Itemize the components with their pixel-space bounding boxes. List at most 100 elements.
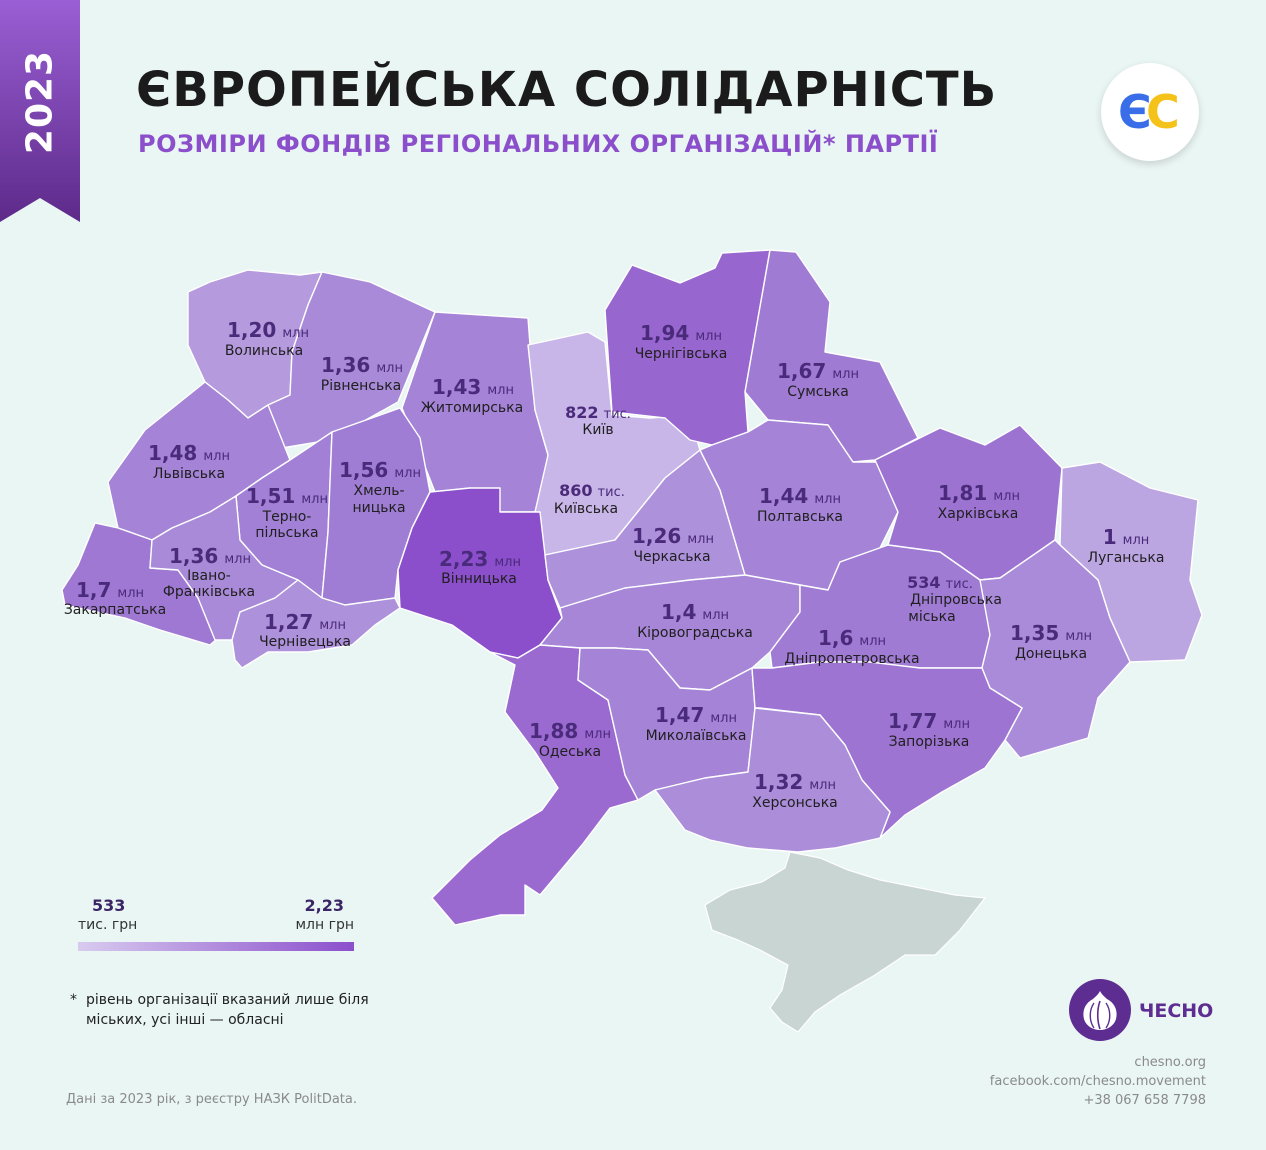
region-name-line2: пільська: [255, 525, 318, 541]
contacts: chesno.org facebook.com/chesno.movement …: [990, 1053, 1206, 1110]
region-name-line1: Івано-: [187, 568, 231, 584]
region-unit: млн: [282, 326, 309, 341]
svg-text:Херсонська: Херсонська: [752, 795, 838, 811]
region-label-vinnytska: 2,23 млн Вінницька: [439, 547, 521, 587]
region-name-line2: ницька: [352, 500, 405, 516]
brand-name: ЧЕСНО: [1139, 1000, 1214, 1022]
svg-text:Чернівецька: Чернівецька: [259, 634, 351, 650]
svg-text:Донецька: Донецька: [1015, 646, 1087, 662]
region-label-cherkaska: 1,26 млн Черкаська: [632, 524, 714, 565]
svg-text:Рівненська: Рівненська: [321, 378, 402, 394]
region-name-line1: Хмель-: [353, 483, 404, 499]
page-title: ЄВРОПЕЙСЬКА СОЛІДАРНІСТЬ: [136, 62, 998, 118]
region-label-khersonska: 1,32 млн Херсонська: [752, 770, 838, 811]
garlic-icon: [1069, 979, 1131, 1041]
svg-text:Миколаївська: Миколаївська: [646, 728, 747, 744]
region-label-zaporizka: 1,77 млн Запорізька: [888, 709, 970, 750]
svg-text:Закарпатська: Закарпатська: [64, 602, 166, 618]
region-shape-chernivetska: [231, 579, 401, 669]
region-label-sumska: 1,67 млн Сумська: [777, 359, 859, 400]
legend-min-unit: тис. грн: [78, 917, 138, 933]
region-label-odeska: 1,88 млн Одеська: [529, 719, 611, 760]
contact-site[interactable]: chesno.org: [1134, 1055, 1206, 1070]
region-label-lvivska: 1,48 млн Львівська: [148, 441, 230, 482]
party-logo: Є С: [1101, 63, 1199, 161]
region-crimea: [704, 851, 987, 1033]
region-label-zakarpatska: 1,7 млн Закарпатська: [64, 578, 166, 618]
svg-text:Черкаська: Черкаська: [633, 549, 710, 565]
svg-text:Полтавська: Полтавська: [757, 509, 843, 525]
footnote: * рівень організації вказаний лише біля …: [70, 990, 390, 1030]
svg-text:Київська: Київська: [554, 501, 618, 517]
region-label-kirovohradska: 1,4 млн Кіровоградська: [637, 600, 753, 641]
svg-text:Кіровоградська: Кіровоградська: [637, 625, 753, 641]
region-label-dnipro-city: 534 тис. Дніпровська міська: [907, 573, 1002, 625]
legend-max-value: 2,23: [304, 896, 344, 915]
region-label-volynska: 1,20 млн Волинська: [225, 318, 309, 359]
region-label-ternopilska: 1,51 млн Терно- пільська: [246, 484, 328, 541]
svg-text:Вінницька: Вінницька: [441, 571, 517, 587]
party-logo-letter-e: Є: [1118, 85, 1152, 139]
region-label-kyivska: 860 тис. Київська: [554, 481, 625, 517]
legend-min-value: 533: [92, 896, 126, 915]
region-label-kharkivska: 1,81 млн Харківська: [938, 481, 1020, 522]
region-shape-khersonska: [654, 707, 891, 853]
region-name-line1: Дніпровська: [910, 592, 1002, 608]
region-name: Волинська: [225, 343, 303, 359]
legend-gradient-bar: [78, 942, 354, 951]
region-label-luhanska: 1 млн Луганська: [1088, 525, 1165, 566]
svg-text:Харківська: Харківська: [938, 506, 1019, 522]
party-logo-letter-c: С: [1146, 85, 1180, 139]
region-name-line2: міська: [908, 609, 955, 625]
legend-max-unit: млн грн: [295, 917, 354, 933]
source-note: Дані за 2023 рік, з реєстру НАЗК PolitDa…: [66, 1092, 357, 1107]
svg-text:Чернігівська: Чернігівська: [635, 346, 728, 362]
region-label-poltavska: 1,44 млн Полтавська: [757, 484, 843, 525]
svg-text:Львівська: Львівська: [153, 466, 225, 482]
svg-text:Сумська: Сумська: [787, 384, 849, 400]
region-name-line1: Терно-: [262, 509, 312, 525]
region-label-chernihivska: 1,94 млн Чернігівська: [635, 321, 728, 362]
region-value: 1,20: [227, 318, 276, 342]
region-label-dnipropetrovska: 1,6 млн Дніпропетровська: [784, 626, 919, 667]
svg-text:Київ: Київ: [582, 422, 613, 438]
region-label-ivano-frankivska: 1,36 млн Івано- Франківська: [163, 544, 255, 600]
region-label-khmelnytska: 1,56 млн Хмель- ницька: [339, 458, 421, 516]
region-label-kyiv-city: 822 тис. Київ: [565, 403, 631, 438]
region-label-donetska: 1,35 млн Донецька: [1010, 621, 1092, 662]
contact-facebook[interactable]: facebook.com/chesno.movement: [989, 1074, 1206, 1089]
footnote-star: *: [70, 992, 77, 1008]
region-name-line2: Франківська: [163, 584, 255, 600]
svg-text:Луганська: Луганська: [1088, 550, 1165, 566]
region-label-rivnenska: 1,36 млн Рівненська: [321, 353, 403, 394]
svg-text:Дніпропетровська: Дніпропетровська: [784, 651, 919, 667]
region-label-mykolaivska: 1,47 млн Миколаївська: [646, 703, 747, 744]
page-subtitle: РОЗМІРИ ФОНДІВ РЕГІОНАЛЬНИХ ОРГАНІЗАЦІЙ*…: [138, 130, 939, 158]
year-ribbon: [0, 0, 80, 222]
